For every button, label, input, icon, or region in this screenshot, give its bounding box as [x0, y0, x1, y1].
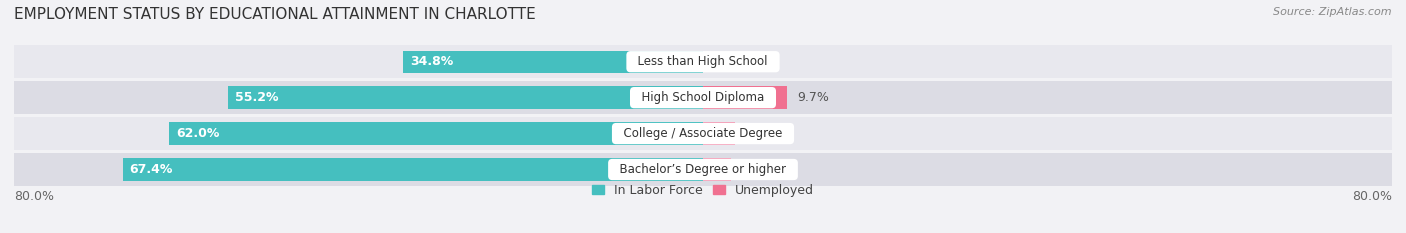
Text: High School Diploma: High School Diploma: [634, 91, 772, 104]
Text: 9.7%: 9.7%: [797, 91, 828, 104]
Text: 80.0%: 80.0%: [14, 190, 53, 203]
Bar: [404, 51, 703, 73]
Text: 3.2%: 3.2%: [741, 163, 773, 176]
Bar: [703, 158, 731, 181]
Text: 34.8%: 34.8%: [411, 55, 454, 68]
Bar: [122, 158, 703, 181]
Text: 55.2%: 55.2%: [235, 91, 278, 104]
Text: College / Associate Degree: College / Associate Degree: [616, 127, 790, 140]
Text: 80.0%: 80.0%: [1353, 190, 1392, 203]
Text: 62.0%: 62.0%: [176, 127, 219, 140]
Bar: [703, 122, 735, 145]
Text: 0.0%: 0.0%: [713, 55, 745, 68]
Bar: [14, 45, 1392, 78]
Bar: [14, 81, 1392, 114]
Bar: [703, 86, 786, 109]
Text: Source: ZipAtlas.com: Source: ZipAtlas.com: [1274, 7, 1392, 17]
Bar: [14, 117, 1392, 150]
Legend: In Labor Force, Unemployed: In Labor Force, Unemployed: [592, 184, 814, 197]
Text: EMPLOYMENT STATUS BY EDUCATIONAL ATTAINMENT IN CHARLOTTE: EMPLOYMENT STATUS BY EDUCATIONAL ATTAINM…: [14, 7, 536, 22]
Text: Bachelor’s Degree or higher: Bachelor’s Degree or higher: [612, 163, 794, 176]
Bar: [14, 153, 1392, 186]
Bar: [169, 122, 703, 145]
Text: 3.7%: 3.7%: [745, 127, 778, 140]
Bar: [228, 86, 703, 109]
Text: Less than High School: Less than High School: [630, 55, 776, 68]
Text: 67.4%: 67.4%: [129, 163, 173, 176]
